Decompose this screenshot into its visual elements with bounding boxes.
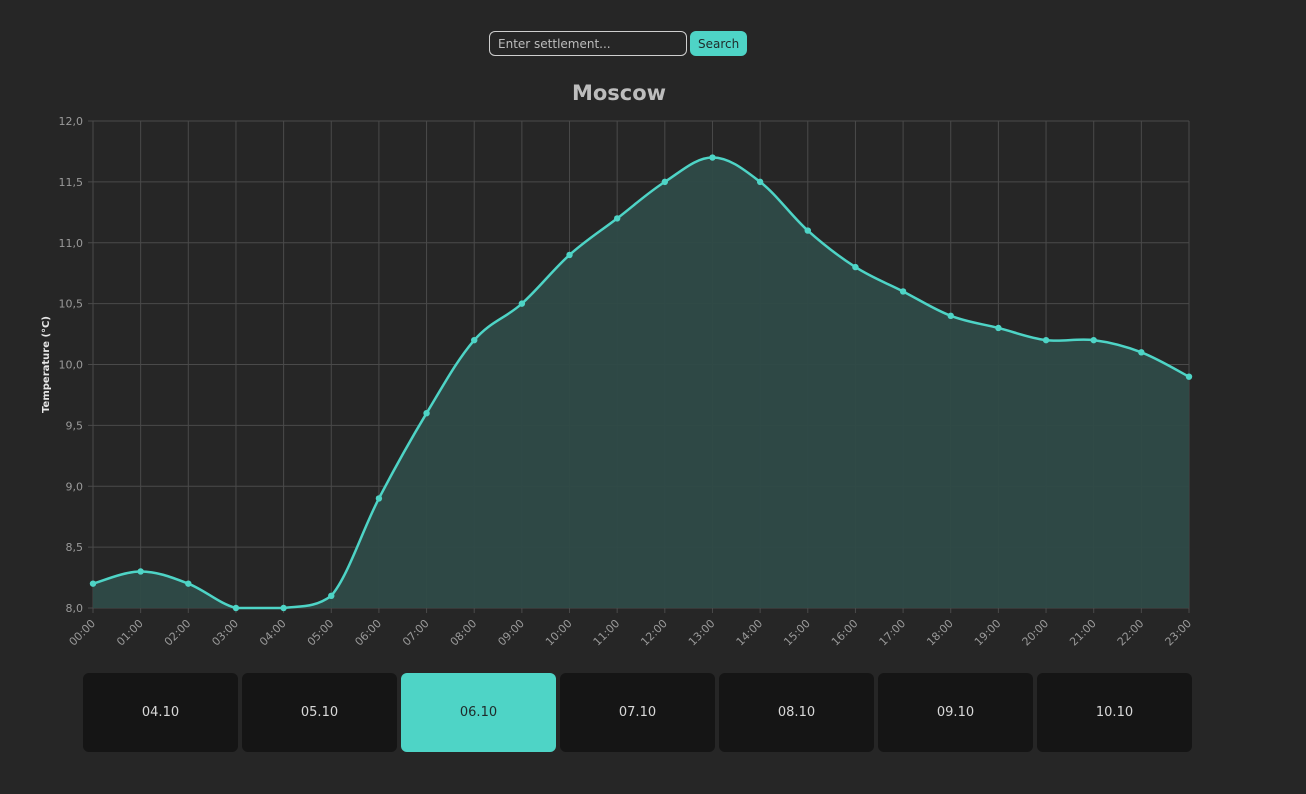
data-point[interactable] <box>1090 336 1097 344</box>
x-tick-label: 10:00 <box>543 617 575 649</box>
data-point[interactable] <box>1042 336 1050 344</box>
x-tick-label: 20:00 <box>1020 617 1052 649</box>
x-tick-label: 00:00 <box>67 617 99 649</box>
x-tick-label: 14:00 <box>734 617 766 649</box>
x-tick-label: 09:00 <box>495 617 527 649</box>
data-point[interactable] <box>852 263 859 271</box>
search-button[interactable]: Search <box>690 31 748 56</box>
date-tab-04-10[interactable]: 04.10 <box>83 673 238 752</box>
y-tick-label: 10,0 <box>59 359 84 372</box>
data-point[interactable] <box>756 178 764 186</box>
y-tick-label: 11,5 <box>59 176 84 189</box>
data-point[interactable] <box>995 324 1002 332</box>
x-tick-label: 05:00 <box>305 617 337 649</box>
x-tick-label: 01:00 <box>114 617 146 649</box>
date-tabs: 04.10 05.10 06.10 07.10 08.10 09.10 10.10 <box>83 673 1192 752</box>
y-tick-label: 9,5 <box>66 419 84 432</box>
x-tick-label: 07:00 <box>400 617 432 649</box>
data-point[interactable] <box>947 312 954 319</box>
data-point[interactable] <box>89 580 97 587</box>
x-tick-label: 06:00 <box>352 617 384 649</box>
y-tick-label: 11,0 <box>59 237 84 250</box>
data-point[interactable] <box>1185 373 1193 380</box>
temperature-area <box>93 157 1189 608</box>
x-tick-label: 11:00 <box>591 617 623 649</box>
y-axis-label: Temperature (°C) <box>41 316 52 413</box>
chart-title: Moscow <box>571 81 667 105</box>
x-tick-label: 02:00 <box>162 617 194 649</box>
x-tick-label: 15:00 <box>781 617 813 649</box>
data-point[interactable] <box>1138 349 1145 356</box>
date-tab-10-10[interactable]: 10.10 <box>1037 673 1192 752</box>
date-tab-06-10[interactable]: 06.10 <box>401 673 556 752</box>
x-tick-label: 13:00 <box>686 617 718 649</box>
data-point[interactable] <box>613 215 621 222</box>
x-tick-label: 08:00 <box>448 617 480 649</box>
x-tick-label: 23:00 <box>1163 617 1195 649</box>
x-tick-label: 22:00 <box>1115 617 1147 649</box>
data-point[interactable] <box>471 336 478 344</box>
data-point[interactable] <box>185 580 192 587</box>
data-point[interactable] <box>518 300 526 307</box>
x-tick-label: 17:00 <box>877 617 909 649</box>
data-point[interactable] <box>232 604 240 612</box>
date-tab-05-10[interactable]: 05.10 <box>242 673 397 752</box>
data-point[interactable] <box>280 604 287 612</box>
x-tick-label: 04:00 <box>257 617 289 649</box>
x-tick-label: 12:00 <box>638 617 670 649</box>
data-point[interactable] <box>375 495 383 502</box>
data-point[interactable] <box>328 592 335 600</box>
data-point[interactable] <box>709 154 716 161</box>
data-point[interactable] <box>661 178 669 186</box>
x-tick-label: 21:00 <box>1067 617 1099 649</box>
date-tab-09-10[interactable]: 09.10 <box>878 673 1033 752</box>
y-tick-label: 12,0 <box>59 115 84 128</box>
date-tab-07-10[interactable]: 07.10 <box>560 673 715 752</box>
y-tick-label: 10,5 <box>59 298 84 311</box>
y-tick-label: 8,5 <box>66 541 84 554</box>
date-tab-08-10[interactable]: 08.10 <box>719 673 874 752</box>
data-point[interactable] <box>899 288 907 295</box>
x-tick-label: 16:00 <box>829 617 861 649</box>
settlement-search-input[interactable] <box>489 31 687 56</box>
data-point[interactable] <box>804 227 811 234</box>
data-point[interactable] <box>566 251 573 259</box>
data-point[interactable] <box>137 568 144 575</box>
search-bar: Search <box>489 31 748 56</box>
x-tick-label: 19:00 <box>972 617 1004 649</box>
x-tick-label: 03:00 <box>209 617 241 649</box>
y-tick-label: 8,0 <box>66 602 84 615</box>
data-point[interactable] <box>423 410 430 417</box>
x-tick-label: 18:00 <box>924 617 956 649</box>
y-tick-label: 9,0 <box>66 480 84 493</box>
